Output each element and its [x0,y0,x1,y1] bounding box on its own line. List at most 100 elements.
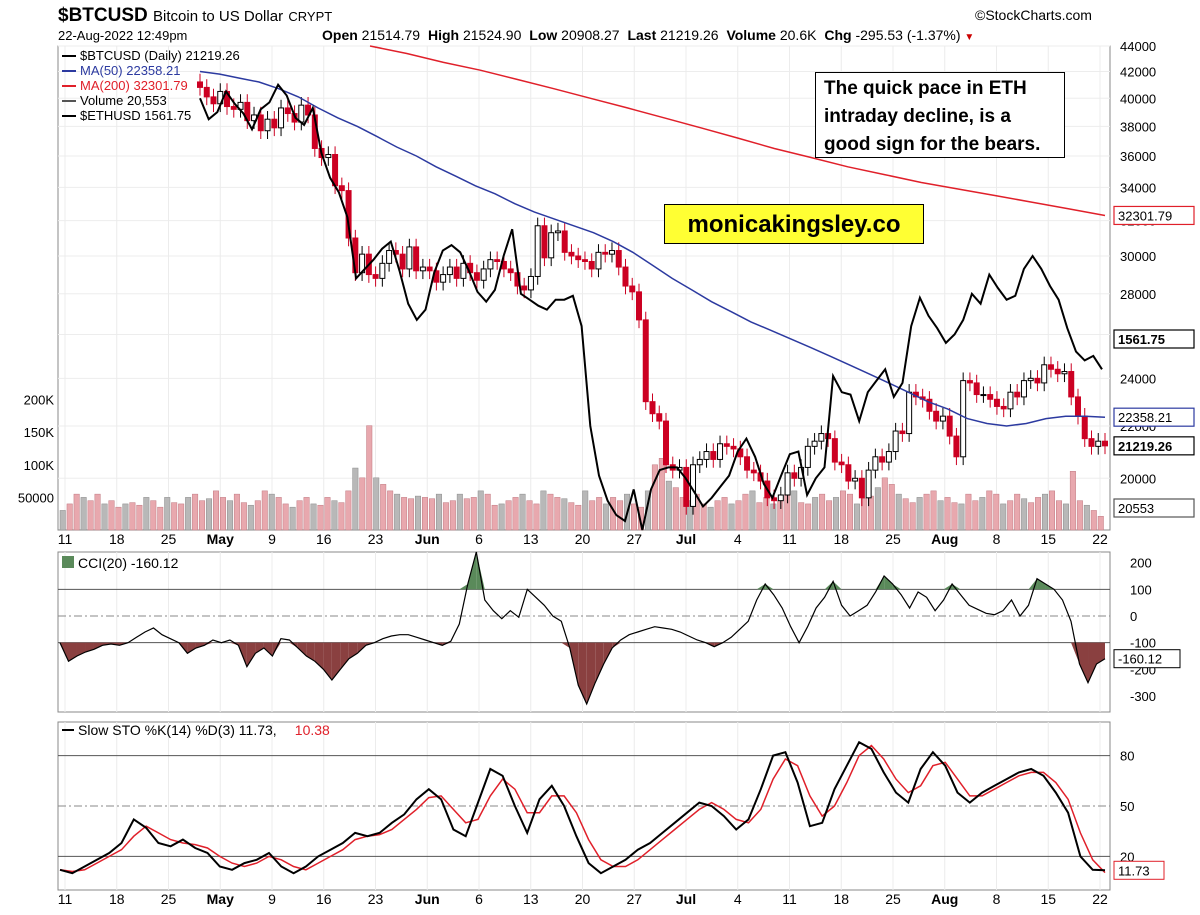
candle-body [629,285,636,293]
date-tick-label: 18 [833,531,849,547]
volume-bar [505,500,512,531]
candle-body [257,114,264,132]
candle-body [278,107,285,129]
date-tick-label: 15 [1040,531,1056,547]
date-tick-label: 13 [523,891,539,907]
date-tick-label: 16 [316,891,332,907]
candle-body [399,253,406,270]
candle-body [197,81,203,88]
candle-body [845,464,852,482]
cci-negative-fill [1088,642,1097,683]
volume-tick-label: 200K [24,393,55,408]
candle-body [338,185,345,192]
volume-bar [651,464,658,531]
date-tick-label: 23 [368,891,384,907]
volume-bar [435,493,442,531]
volume-bar [846,493,853,531]
candle-body [953,435,960,458]
volume-bar [470,497,477,531]
candle-body [987,394,994,400]
source-credit[interactable]: ©StockCharts.com [975,7,1092,23]
candle-body [1000,405,1007,410]
candle-body [811,440,818,447]
date-tick-label: 6 [475,531,483,547]
date-tick-label: 18 [109,891,125,907]
price-tick-label: 36000 [1120,149,1156,164]
copyright-icon: © [975,7,986,23]
candle-body [879,456,886,463]
volume-bar [282,503,289,531]
volume-bar [143,497,150,531]
cci-negative-fill [195,642,205,648]
volume-bar [631,503,637,531]
ma50-tag: 22358.21 [1118,410,1172,425]
volume-bar [658,458,665,531]
sto-k-line [59,740,1106,875]
candle-body [264,118,271,132]
volume-bar [763,497,770,531]
volume-bar [345,490,352,531]
cci-positive-fill [952,584,961,590]
price-tick-label: 40000 [1120,91,1156,106]
candle-body [595,251,602,270]
volume-bar [73,493,80,531]
volume-bar [777,500,784,531]
cci-negative-fill [348,642,358,659]
volume-bar [1090,510,1097,531]
volume-tag: 20553 [1118,501,1154,516]
volume-tick-label: 100K [24,458,55,473]
symbol: $BTCUSD [58,5,148,26]
candle-body [419,266,426,272]
volume-bar [442,502,449,531]
volume-bar [819,493,826,531]
volume-bar [1097,516,1104,531]
candle-body [521,285,528,291]
price-tag-box [1113,436,1195,456]
date-tick-label: 20 [575,531,591,547]
volume-bar [582,490,589,531]
candle-body [1074,396,1081,417]
candle-body [1088,438,1095,447]
low-label: Low [529,27,558,43]
cci-title: CCI(20) -160.12 [78,555,179,571]
date-tick-label: 25 [885,891,901,907]
volume-bar [686,500,693,531]
cci-negative-fill [272,642,281,656]
sto-tick-label: 20 [1120,849,1134,864]
dropdown-icon[interactable]: ▼ [964,32,975,43]
date-tick-label: 11 [782,891,797,907]
volume-bar [1028,502,1035,531]
volume-bar [303,497,310,531]
volume-bar [401,497,408,531]
volume-bar [589,500,596,531]
volume-bar [902,498,909,531]
volume-bar [206,498,213,531]
volume-bar [66,503,73,531]
cci-tick-label: -100 [1130,636,1156,651]
candle-body [865,469,872,499]
candle-body [1034,377,1041,384]
candle-body [507,268,514,274]
candle-body [230,106,237,110]
candle-body [487,259,494,270]
volume-bar [226,500,233,531]
chg-label: Chg [824,27,852,43]
exchange: CRYPT [288,9,333,24]
cci-tick-label: 0 [1130,609,1137,624]
cci-tick-label: 200 [1130,556,1152,571]
high-value: 21524.90 [462,27,522,43]
candle-body [372,274,379,279]
cci-positive-fill [476,552,485,590]
volume-bar [352,467,359,531]
candle-body [899,430,906,435]
ohlc-row: Open 21514.79 High 21524.90 Low 20908.27… [322,27,974,43]
volume-bar [157,506,164,531]
candle-body [723,443,730,447]
candle-body [527,275,534,291]
volume-bar [923,493,930,531]
volume-bar [874,487,881,531]
candle-body [581,259,588,262]
volume-bar [749,490,756,531]
price-tick-label: 20000 [1120,471,1156,486]
volume-bar [888,484,895,531]
